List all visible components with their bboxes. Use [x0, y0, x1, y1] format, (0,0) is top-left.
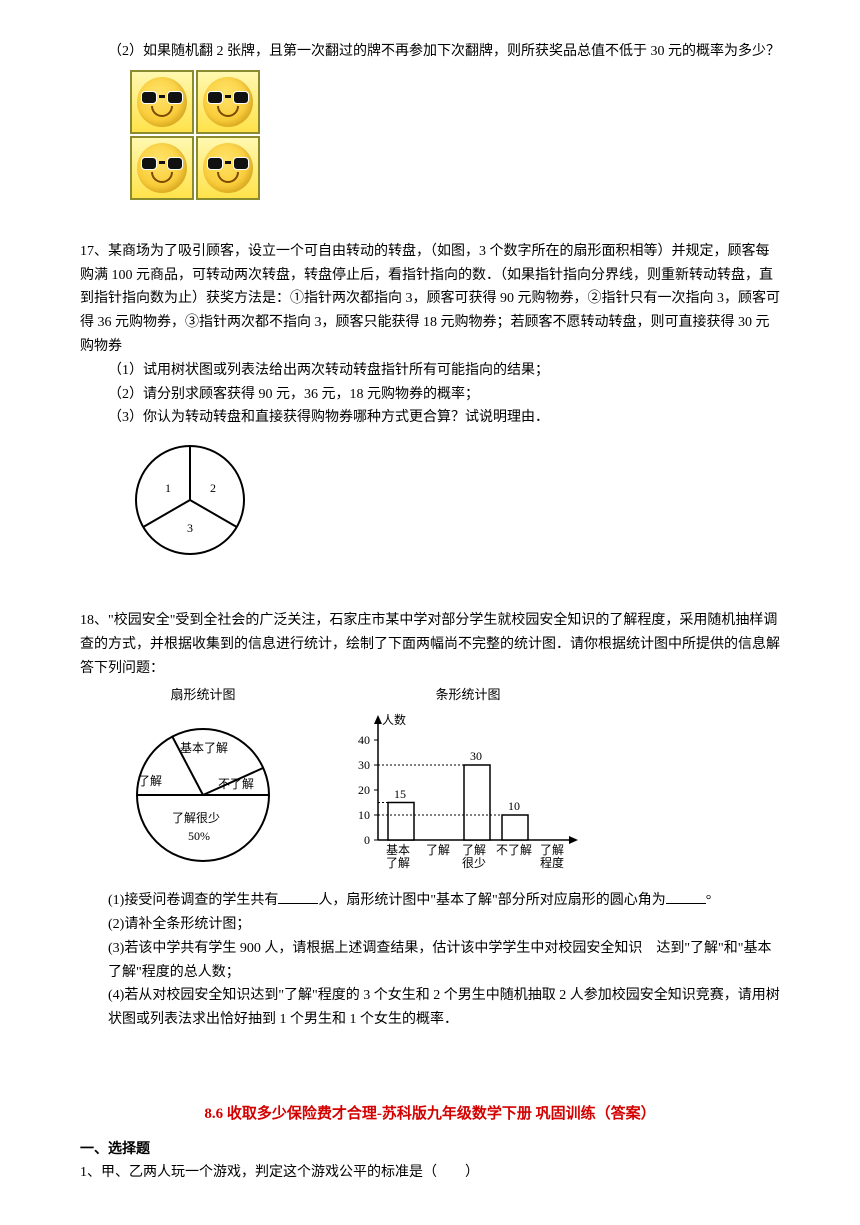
pie-label-not: 不了解 — [218, 777, 254, 791]
q17-s1: （1）试用树状图或列表法给出两次转动转盘指针所有可能指向的结果； — [108, 359, 780, 383]
q16-sub2: （2）如果随机翻 2 张牌，且第一次翻过的牌不再参加下次翻牌，则所获奖品总值不低… — [108, 40, 780, 64]
answer-1: 1、甲、乙两人玩一个游戏，判定这个游戏公平的标准是（ ） — [80, 1161, 780, 1185]
pie-label-little-pct: 50% — [188, 829, 210, 843]
bar-little — [464, 765, 490, 840]
svg-text:程度: 程度 — [540, 855, 564, 870]
q18-s1: (1)接受问卷调查的学生共有 人，扇形统计图中"基本了解"部分所对应扇形的圆心角为… — [108, 889, 780, 913]
svg-text:了解: 了解 — [386, 856, 410, 870]
spinner-label-2: 2 — [210, 481, 216, 495]
y-ticks: 0 10 20 30 40 — [358, 733, 378, 847]
spinner-label-1: 1 — [165, 481, 171, 495]
q18-s2: (2)请补全条形统计图； — [108, 913, 780, 937]
q17-s2: （2）请分别求顾客获得 90 元，36 元，18 元购物券的概率； — [108, 383, 780, 407]
card-2 — [196, 70, 260, 134]
q18-num: 18、 — [80, 613, 108, 628]
svg-text:30: 30 — [358, 758, 370, 772]
answer-title: 8.6 收取多少保险费才合理-苏科版九年级数学下册 巩固训练（答案） — [80, 1102, 780, 1128]
blank-1[interactable] — [278, 903, 318, 904]
bar-val-little: 30 — [470, 749, 482, 763]
bar-val-not: 10 — [508, 799, 520, 813]
svg-text:0: 0 — [364, 833, 370, 847]
svg-text:很少: 很少 — [462, 856, 486, 870]
card-grid — [130, 70, 780, 200]
blank-2[interactable] — [666, 903, 706, 904]
card-3 — [130, 136, 194, 200]
spinner-figure: 1 2 3 — [130, 440, 780, 569]
q17-num: 17、 — [80, 244, 108, 259]
svg-text:不了解: 不了解 — [496, 843, 532, 857]
pie-chart: 基本了解 了解 不了解 了解很少 50% — [108, 710, 298, 870]
bar-basic — [388, 803, 414, 841]
q17: 17、某商场为了吸引顾客，设立一个可自由转动的转盘，（如图，3 个数字所在的扇形… — [80, 240, 780, 359]
svg-text:10: 10 — [358, 808, 370, 822]
q18-s1a: (1)接受问卷调查的学生共有 — [108, 893, 278, 908]
card-4 — [196, 136, 260, 200]
bar-title: 条形统计图 — [338, 684, 598, 706]
svg-text:40: 40 — [358, 733, 370, 747]
svg-text:基本: 基本 — [386, 843, 410, 857]
q18-s1c: ° — [706, 893, 712, 908]
pie-label-know: 了解 — [138, 774, 162, 788]
q17-s3: （3）你认为转动转盘和直接获得购物券哪种方式更合算？试说明理由． — [108, 406, 780, 430]
bar-val-basic: 15 — [394, 787, 406, 801]
pie-title: 扇形统计图 — [108, 684, 298, 706]
svg-text:了解: 了解 — [540, 843, 564, 857]
card-1 — [130, 70, 194, 134]
q18-s4: (4)若从对校园安全知识达到"了解"程度的 3 个女生和 2 个男生中随机抽取 … — [108, 984, 780, 1032]
q18-body: "校园安全"受到全社会的广泛关注，石家庄市某中学对部分学生就校园安全知识的了解程… — [80, 613, 780, 676]
q18-s1b: 人，扇形统计图中"基本了解"部分所对应扇形的圆心角为 — [318, 893, 665, 908]
svg-text:了解: 了解 — [462, 843, 486, 857]
pie-label-basic: 基本了解 — [180, 741, 228, 755]
svg-text:了解: 了解 — [426, 843, 450, 857]
pie-label-little: 了解很少 — [172, 811, 220, 825]
spinner-label-3: 3 — [187, 521, 193, 535]
bar-ylabel: 人数 — [382, 712, 406, 727]
svg-text:20: 20 — [358, 783, 370, 797]
q18: 18、"校园安全"受到全社会的广泛关注，石家庄市某中学对部分学生就校园安全知识的… — [80, 609, 780, 680]
q18-s3: (3)若该中学共有学生 900 人，请根据上述调查结果，估计该中学学生中对校园安… — [108, 937, 780, 985]
bar-not — [502, 815, 528, 840]
q17-body: 某商场为了吸引顾客，设立一个可自由转动的转盘，（如图，3 个数字所在的扇形面积相… — [80, 244, 780, 354]
section-1: 一、选择题 — [80, 1138, 780, 1162]
bar-chart: 人数 0 10 20 30 40 15 30 — [338, 710, 598, 880]
